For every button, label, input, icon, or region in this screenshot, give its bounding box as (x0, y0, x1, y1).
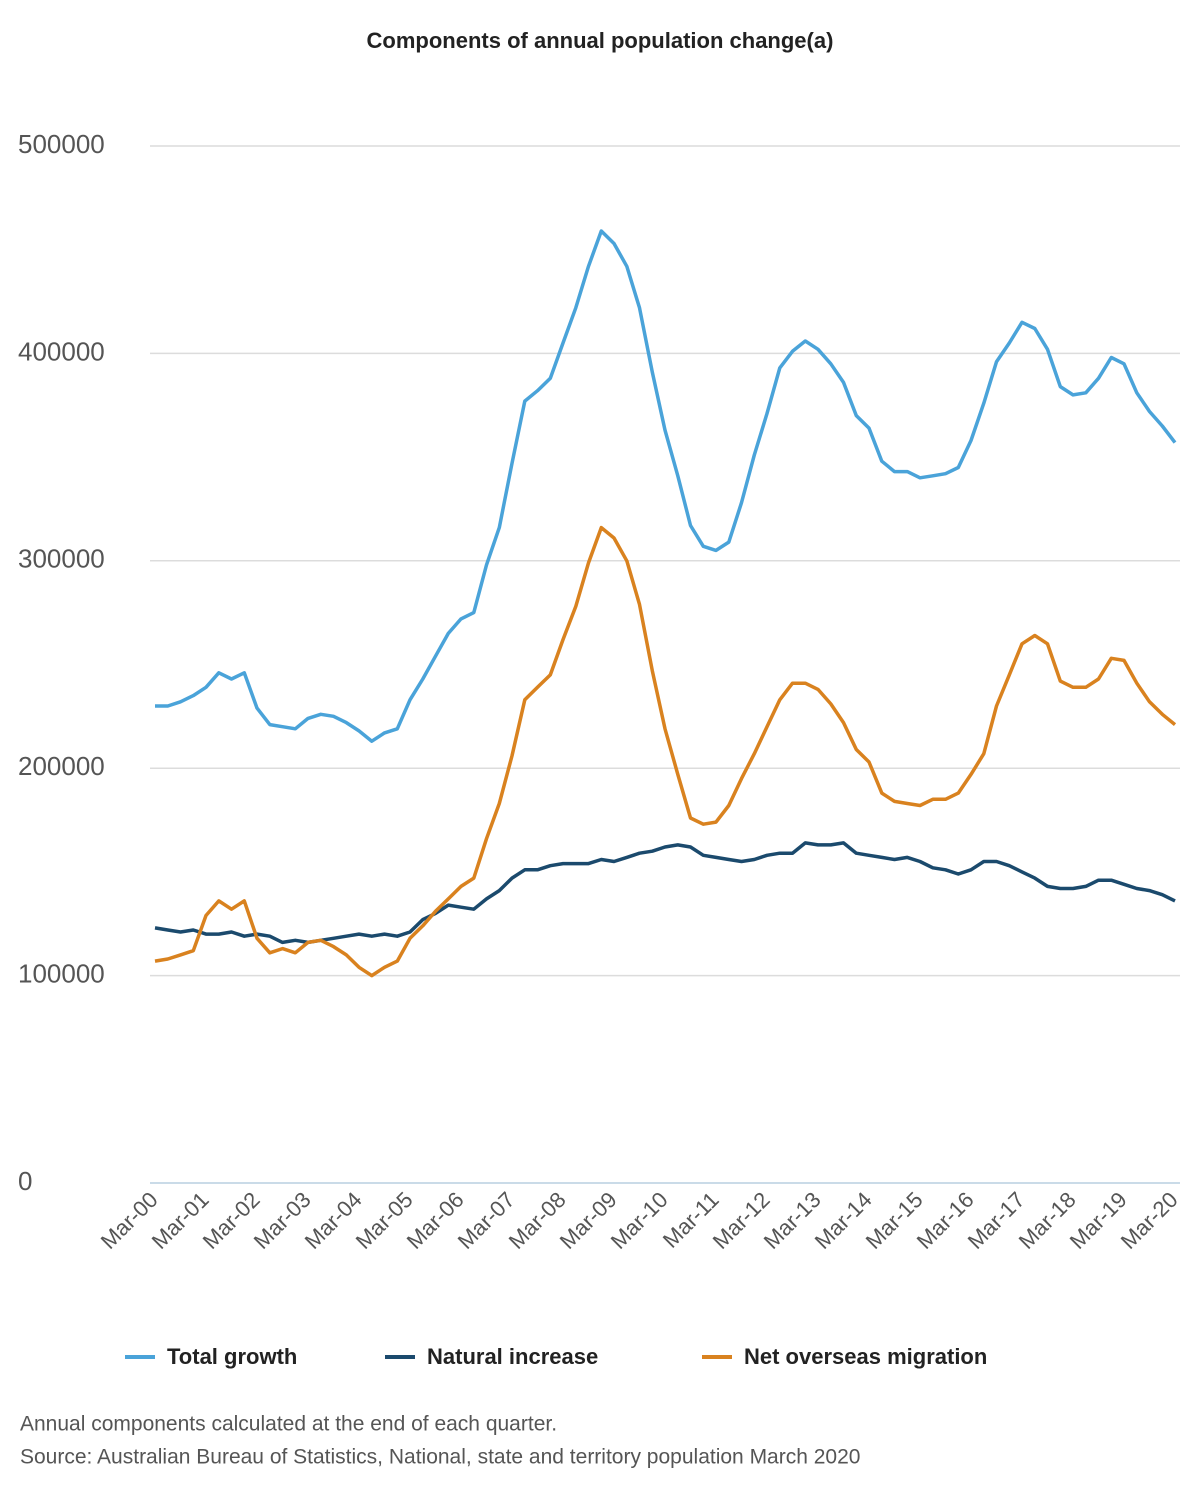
x-tick-label: Mar-18 (1014, 1187, 1081, 1254)
y-tick-label: 100000 (18, 958, 105, 988)
x-tick-label: Mar-20 (1116, 1187, 1183, 1254)
series-line (155, 229, 1177, 743)
x-tick-label: Mar-10 (606, 1187, 673, 1254)
x-tick-label: Mar-08 (504, 1187, 571, 1254)
x-tick-label: Mar-05 (351, 1187, 418, 1254)
x-tick-label: Mar-12 (708, 1187, 775, 1254)
x-tick-label: Mar-00 (96, 1187, 163, 1254)
x-tick-label: Mar-09 (555, 1187, 622, 1254)
series-line (154, 525, 1177, 978)
x-tick-label: Mar-15 (861, 1187, 928, 1254)
x-tick-label: Mar-14 (810, 1187, 877, 1254)
x-tick-label: Mar-19 (1065, 1187, 1132, 1254)
x-tick-label: Mar-13 (759, 1187, 826, 1254)
footnote: Source: Australian Bureau of Statistics,… (20, 1446, 860, 1469)
footnote: Annual components calculated at the end … (20, 1413, 557, 1436)
legend-label: Natural increase (427, 1344, 598, 1369)
x-tick-label: Mar-02 (198, 1187, 265, 1254)
y-tick-label: 500000 (18, 129, 105, 159)
series-line (154, 841, 1176, 945)
x-tick-label: Mar-04 (300, 1187, 367, 1254)
x-tick-label: Mar-06 (402, 1187, 469, 1254)
y-tick-label: 200000 (18, 751, 105, 781)
x-tick-label: Mar-17 (963, 1187, 1030, 1254)
y-tick-label: 0 (18, 1166, 32, 1196)
y-tick-label: 300000 (18, 544, 105, 574)
legend-label: Net overseas migration (744, 1344, 987, 1369)
x-tick-label: Mar-01 (147, 1187, 214, 1254)
x-tick-label: Mar-07 (453, 1187, 520, 1254)
legend-label: Total growth (167, 1344, 297, 1369)
x-tick-label: Mar-03 (249, 1187, 316, 1254)
x-tick-label: Mar-16 (912, 1187, 979, 1254)
y-tick-label: 400000 (18, 336, 105, 366)
chart-title: Components of annual population change(a… (367, 28, 834, 53)
